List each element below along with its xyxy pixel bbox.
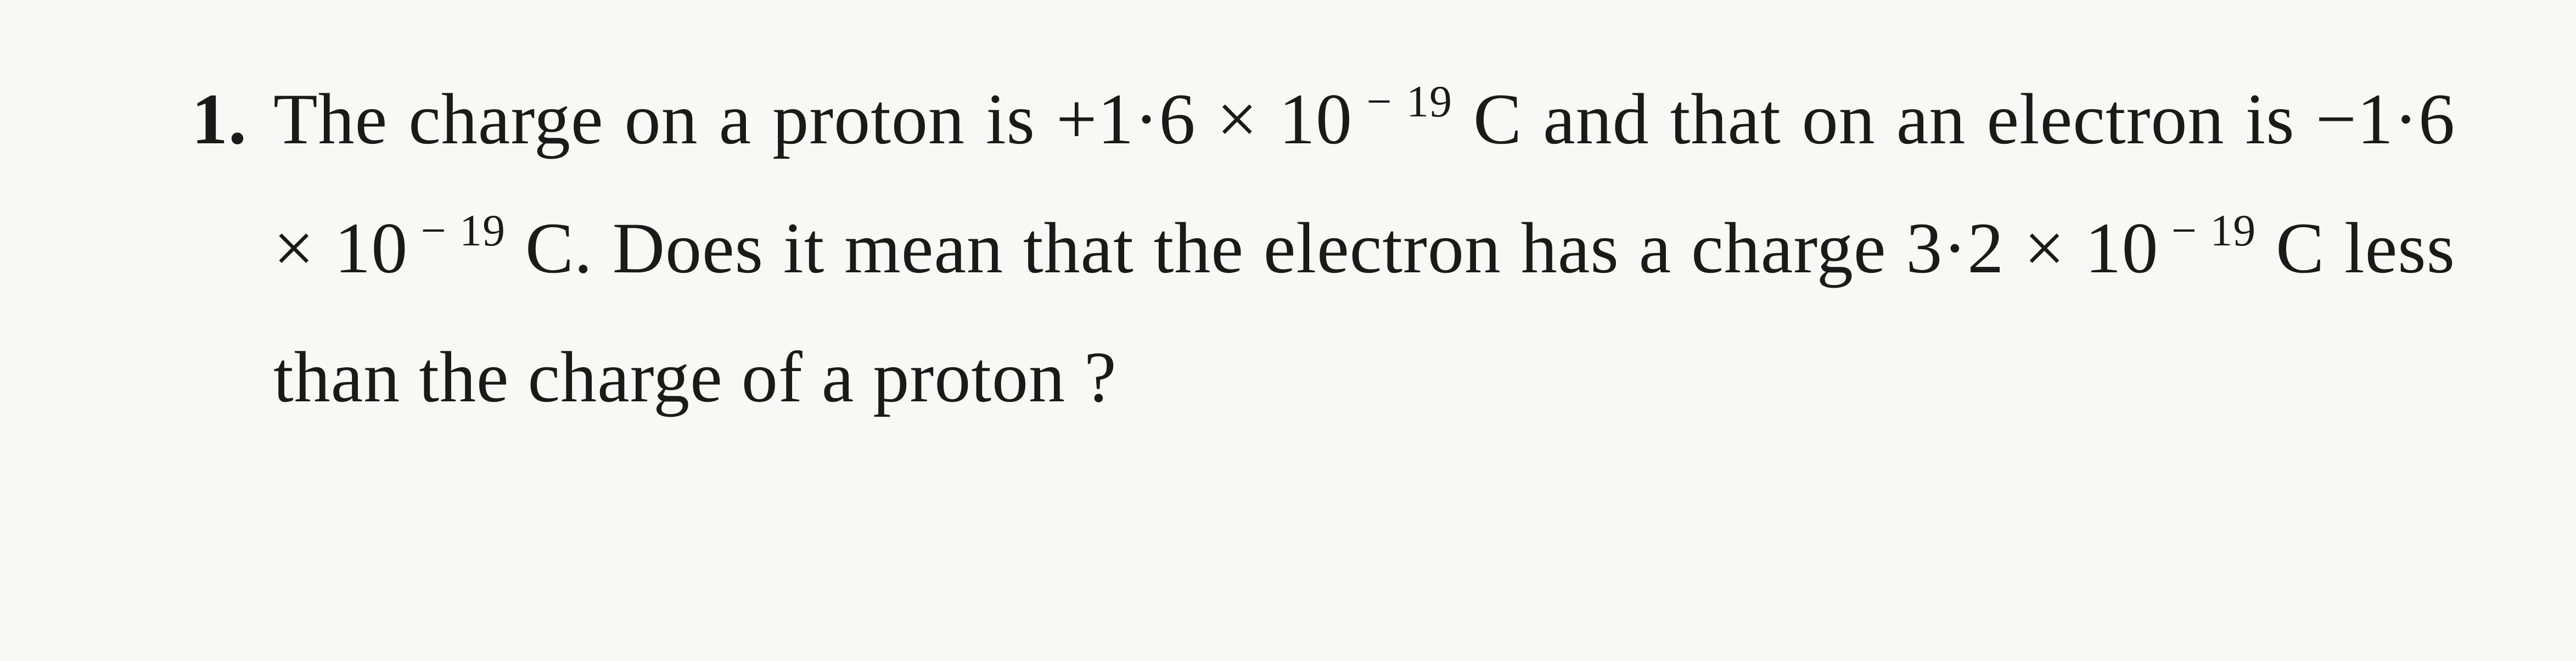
superscript: − 19	[1352, 76, 1452, 126]
superscript: − 19	[2159, 205, 2257, 255]
question-text: The charge on a proton is +1·6 × 10 − 19…	[273, 55, 2455, 442]
text-segment: The charge on a proton is +1·6 × 10	[273, 79, 1352, 159]
text-segment: C. Does it mean that the electron	[506, 208, 1501, 288]
question-body: The charge on a proton is +1·6 × 10 − 19…	[273, 55, 2455, 442]
text-segment: proton ?	[873, 337, 1116, 417]
text-segment: has a charge 3·2 × 10	[1521, 208, 2159, 288]
question-item: 1. The charge on a proton is +1·6 × 10 −…	[176, 55, 2455, 442]
superscript: − 19	[408, 205, 506, 255]
question-number: 1.	[176, 55, 247, 184]
text-segment: C and that on an	[1452, 79, 1966, 159]
